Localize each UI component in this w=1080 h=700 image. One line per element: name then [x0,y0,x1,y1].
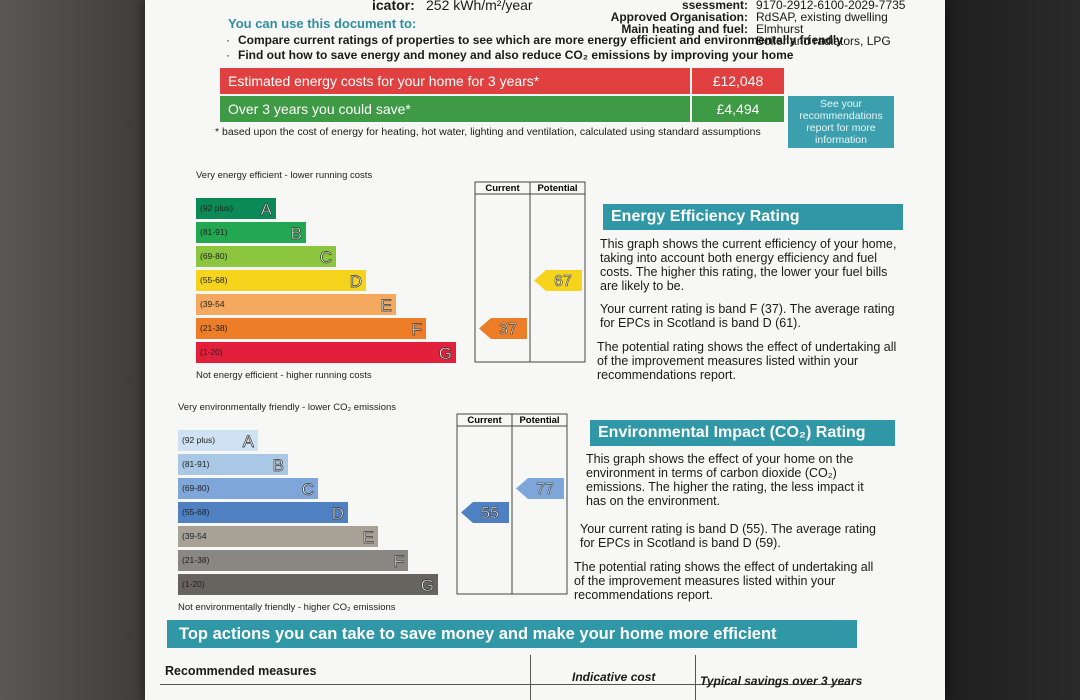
band-range: (92 plus) [200,203,233,213]
rating-arrow [534,270,582,291]
field-label: ssessment: [681,0,748,12]
band-bar [196,294,396,315]
band-letter: A [243,432,255,451]
band-letter: G [421,576,434,595]
band-range: (81-91) [182,459,210,469]
band-range: (39-54 [200,299,225,309]
paragraph: The potential rating shows the effect of… [597,340,897,382]
table-header: Indicative cost [572,670,656,684]
band-bar [178,526,378,547]
cost-row-value: £12,048 [692,68,784,94]
rating-chart: Very energy efficient - lower running co… [196,170,586,381]
bullet: Find out how to save energy and money an… [238,48,794,62]
band-letter: B [273,456,284,475]
band-range: (69-80) [200,251,228,261]
band-bar [178,478,318,499]
table-rule [160,684,850,685]
uses-title: You can use this document to: [228,16,417,31]
band-bar [196,342,456,363]
bullet-mark: · [226,48,230,62]
table-rule [530,655,531,700]
paragraph: This graph shows the effect of your home… [586,452,864,508]
scale-label: Very energy efficient - lower running co… [196,170,372,181]
cost-row-label: Estimated energy costs for your home for… [220,68,690,94]
background [0,0,150,700]
band-bar [196,246,336,267]
field-value: Boiler and radiators, LPG [756,34,891,48]
band-bar [178,454,288,475]
bullet-mark: · [226,33,230,47]
band-letter: E [363,528,374,547]
column-header: Current [485,183,520,194]
band-range: (92 plus) [182,435,215,445]
rating-value: 67 [554,273,572,290]
band-range: (21-38) [182,555,210,565]
scale-label: Very environmentally friendly - lower CO… [178,402,396,413]
cost-row-label: Over 3 years you could save* [220,96,690,122]
band-range: (69-80) [182,483,210,493]
band-range: (39-54 [182,531,207,541]
band-letter: G [439,344,452,363]
band-letter: E [381,296,392,315]
band-range: (1-20) [182,579,205,589]
column-header: Current [467,415,502,426]
actions-title: Top actions you can take to save money a… [167,620,857,648]
band-bar [178,574,438,595]
band-letter: C [302,480,314,499]
band-letter: A [261,200,273,219]
band-bar [196,198,276,219]
band-range: (55-68) [182,507,210,517]
band-range: (55-68) [200,275,228,285]
column-header: Potential [519,415,559,426]
rating-arrow [479,318,527,339]
rating-value: 37 [499,321,517,338]
band-letter: D [332,504,344,523]
band-range: (1-20) [200,347,223,357]
rating-value: 55 [481,505,499,522]
band-bar [196,318,426,339]
band-range: (81-91) [200,227,228,237]
paragraph: Your current rating is band F (37). The … [600,302,895,330]
table-header: Typical savings over 3 years [700,674,863,688]
section-title: Energy Efficiency Rating [603,204,903,230]
indicator-label: icator: [372,0,415,13]
bullet: Compare current ratings of properties to… [238,33,843,47]
rating-arrow [516,478,564,499]
rating-value: 77 [536,481,554,498]
band-letter: F [394,552,404,571]
paragraph: The potential rating shows the effect of… [574,560,874,602]
table-header: Recommended measures [165,664,317,678]
field-label: Main heating and fuel: [621,22,748,36]
scale-label: Not energy efficient - higher running co… [196,370,372,381]
field-value: RdSAP, existing dwelling [756,10,888,24]
scale-label: Not environmentally friendly - higher CO… [178,602,396,613]
band-letter: D [350,272,362,291]
band-bar [196,222,306,243]
table-rule [695,655,696,700]
paragraph: This graph shows the current efficiency … [600,237,897,293]
background [940,0,1080,700]
band-letter: B [291,224,302,243]
indicator-value: 252 kWh/m²/year [426,0,533,13]
band-range: (21-38) [200,323,228,333]
section-title: Environmental Impact (CO₂) Rating [590,420,895,446]
field-value: 9170-2912-6100-2029-7735 [756,0,906,12]
rating-arrow [461,502,509,523]
band-letter: F [412,320,422,339]
cost-row-value: £4,494 [692,96,784,122]
field-label: Approved Organisation: [610,10,748,24]
band-bar [196,270,366,291]
band-letter: C [320,248,332,267]
cost-note: See your recommendations report for more… [788,96,894,148]
paragraph: Your current rating is band D (55). The … [580,522,877,550]
field-value: Elmhurst [756,22,804,36]
band-bar [178,430,258,451]
cost-footnote: * based upon the cost of energy for heat… [215,126,761,138]
band-bar [178,550,408,571]
column-header: Potential [537,183,577,194]
rating-chart: Very environmentally friendly - lower CO… [178,402,568,613]
band-bar [178,502,348,523]
